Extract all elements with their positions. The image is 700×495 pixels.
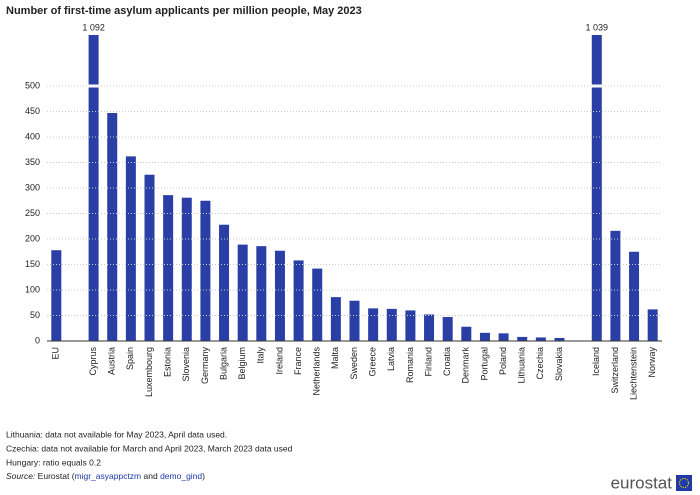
logo-flag xyxy=(676,475,692,491)
bar xyxy=(424,314,435,341)
x-tick-label: Belgium xyxy=(237,347,247,380)
bar xyxy=(125,156,136,341)
x-tick-label: Netherlands xyxy=(312,347,322,396)
x-tick-label: Czechia xyxy=(535,347,545,380)
y-tick-label: 150 xyxy=(25,259,40,269)
bar xyxy=(88,35,99,341)
bar xyxy=(386,308,397,341)
x-tick-label: Croatia xyxy=(442,347,452,376)
source-text: ) xyxy=(202,471,205,481)
x-tick-label: Norway xyxy=(647,347,657,378)
bar xyxy=(368,308,379,341)
y-tick-label: 100 xyxy=(25,284,40,294)
value-label: 1 092 xyxy=(82,22,105,32)
bar xyxy=(144,174,155,341)
x-tick-label: Romania xyxy=(405,347,415,383)
x-tick-label: Sweden xyxy=(349,347,359,380)
y-tick-label: 0 xyxy=(35,335,40,345)
note: Hungary: ratio equals 0.2 xyxy=(6,457,101,467)
y-tick-label: 400 xyxy=(25,131,40,141)
y-tick-label: 50 xyxy=(30,310,40,320)
bar xyxy=(629,251,640,341)
bar xyxy=(442,317,453,341)
bar xyxy=(498,333,509,341)
x-tick-label: Malta xyxy=(330,347,340,369)
x-tick-label: Slovakia xyxy=(554,347,564,381)
bar xyxy=(107,113,118,341)
y-tick-label: 300 xyxy=(25,182,40,192)
x-tick-label: Austria xyxy=(107,347,117,375)
source-text: and xyxy=(144,471,158,481)
bar xyxy=(293,260,304,341)
bar xyxy=(647,309,658,341)
source: Source: Eurostat (migr_asyappctzm and de… xyxy=(6,471,205,481)
x-tick-label: Germany xyxy=(200,347,210,385)
x-tick-label: Greece xyxy=(368,347,378,377)
note: Lithuania: data not available for May 20… xyxy=(6,429,227,439)
x-tick-label: Estonia xyxy=(163,347,173,377)
bar xyxy=(237,244,248,341)
y-tick-label: 450 xyxy=(25,106,40,116)
note: Czechia: data not available for March an… xyxy=(6,443,293,453)
x-tick-label: Slovenia xyxy=(181,347,191,382)
y-tick-label: 250 xyxy=(25,208,40,218)
bar xyxy=(51,250,62,341)
x-tick-label: Luxembourg xyxy=(144,347,154,397)
bar xyxy=(461,326,472,341)
x-tick-label: Portugal xyxy=(479,347,489,381)
bar xyxy=(479,332,490,341)
y-tick-label: 350 xyxy=(25,157,40,167)
source-text: Eurostat ( xyxy=(38,471,75,481)
bar xyxy=(256,246,267,341)
source-label: Source: xyxy=(6,471,36,481)
bar xyxy=(517,336,528,341)
value-label: 1 039 xyxy=(586,22,609,32)
x-tick-label: Iceland xyxy=(591,347,601,376)
bar xyxy=(219,224,230,341)
x-tick-label: Ireland xyxy=(274,347,284,375)
plot-area xyxy=(51,35,658,342)
bar xyxy=(349,300,360,341)
x-tick-label: Lithuania xyxy=(517,347,527,384)
logo-text: eurostat xyxy=(611,473,673,492)
bar xyxy=(554,337,565,341)
x-tick-label: EU xyxy=(51,347,61,360)
axis-break xyxy=(87,84,100,88)
x-tick-label: Poland xyxy=(498,347,508,375)
bar xyxy=(274,250,285,341)
bar xyxy=(163,195,174,341)
x-tick-label: Liechtenstein xyxy=(628,347,638,400)
x-tick-label: Italy xyxy=(256,347,266,364)
y-tick-label: 500 xyxy=(25,80,40,90)
bar xyxy=(200,200,211,341)
bar xyxy=(181,197,192,341)
x-tick-label: Cyprus xyxy=(88,347,98,376)
y-tick-label: 200 xyxy=(25,233,40,243)
source-link[interactable]: demo_gind xyxy=(160,471,202,481)
bar xyxy=(312,268,323,341)
bar xyxy=(330,297,341,341)
bar xyxy=(405,310,416,341)
x-tick-label: Spain xyxy=(125,347,135,370)
x-tick-label: France xyxy=(293,347,303,375)
x-tick-label: Switzerland xyxy=(610,347,620,394)
bar xyxy=(535,337,546,341)
bar xyxy=(610,230,621,341)
x-tick-label: Bulgaria xyxy=(218,347,228,380)
source-link[interactable]: migr_asyappctzm xyxy=(75,471,142,481)
x-tick-label: Latvia xyxy=(386,347,396,371)
x-tick-label: Finland xyxy=(423,347,433,377)
chart-title: Number of first-time asylum applicants p… xyxy=(6,5,362,17)
x-tick-label: Denmark xyxy=(461,347,471,384)
